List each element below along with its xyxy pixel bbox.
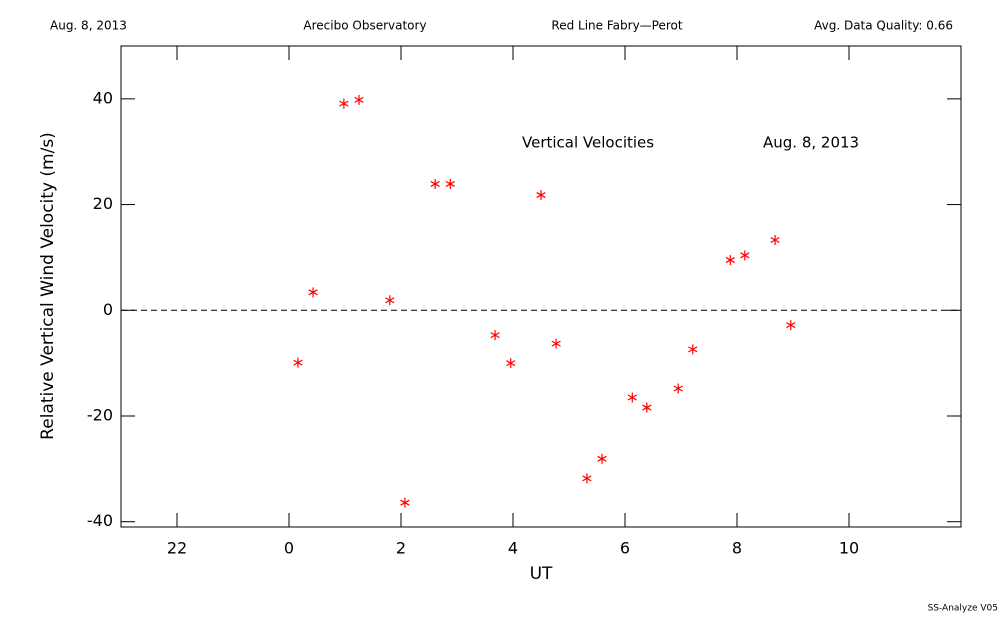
- point: [740, 250, 750, 261]
- point: [551, 338, 561, 349]
- header-site: Arecibo Observatory: [303, 19, 426, 33]
- x-tick-label: 4: [508, 539, 518, 558]
- point: [642, 402, 652, 413]
- point: [354, 94, 364, 105]
- x-tick-label: 0: [284, 539, 294, 558]
- y-axis-label: Relative Vertical Wind Velocity (m/s): [38, 132, 58, 440]
- header-quality: Avg. Data Quality: 0.66: [814, 19, 953, 33]
- point: [293, 357, 303, 368]
- point: [400, 497, 410, 508]
- x-axis-label: UT: [530, 564, 553, 584]
- x-tick-label: 2: [396, 539, 406, 558]
- y-tick-label: -20: [87, 406, 113, 425]
- point: [506, 358, 516, 369]
- point: [490, 330, 500, 341]
- point: [725, 255, 735, 266]
- point: [770, 234, 780, 245]
- point: [673, 383, 683, 394]
- y-tick-label: 20: [93, 194, 113, 213]
- header-instrument: Red Line Fabry—Perot: [551, 19, 682, 33]
- point: [339, 98, 349, 109]
- annotation: Aug. 8, 2013: [763, 134, 859, 152]
- point: [582, 473, 592, 484]
- point: [627, 392, 637, 403]
- x-tick-label: 6: [620, 539, 630, 558]
- point: [445, 178, 455, 189]
- point: [597, 453, 607, 464]
- footer: SS-Analyze V05: [928, 604, 998, 614]
- y-tick-label: 0: [103, 300, 113, 319]
- y-tick-label: 40: [93, 88, 113, 107]
- point: [308, 287, 318, 298]
- point: [688, 344, 698, 355]
- y-tick-label: -40: [87, 511, 113, 530]
- x-tick-label: 22: [167, 539, 187, 558]
- header-date: Aug. 8, 2013: [50, 19, 127, 33]
- point: [430, 178, 440, 189]
- point: [385, 295, 395, 306]
- annotation: Vertical Velocities: [522, 134, 654, 152]
- point: [536, 190, 546, 201]
- plot-frame: [120, 45, 962, 528]
- point: [786, 320, 796, 331]
- x-tick-label: 10: [839, 539, 859, 558]
- x-tick-label: 8: [732, 539, 742, 558]
